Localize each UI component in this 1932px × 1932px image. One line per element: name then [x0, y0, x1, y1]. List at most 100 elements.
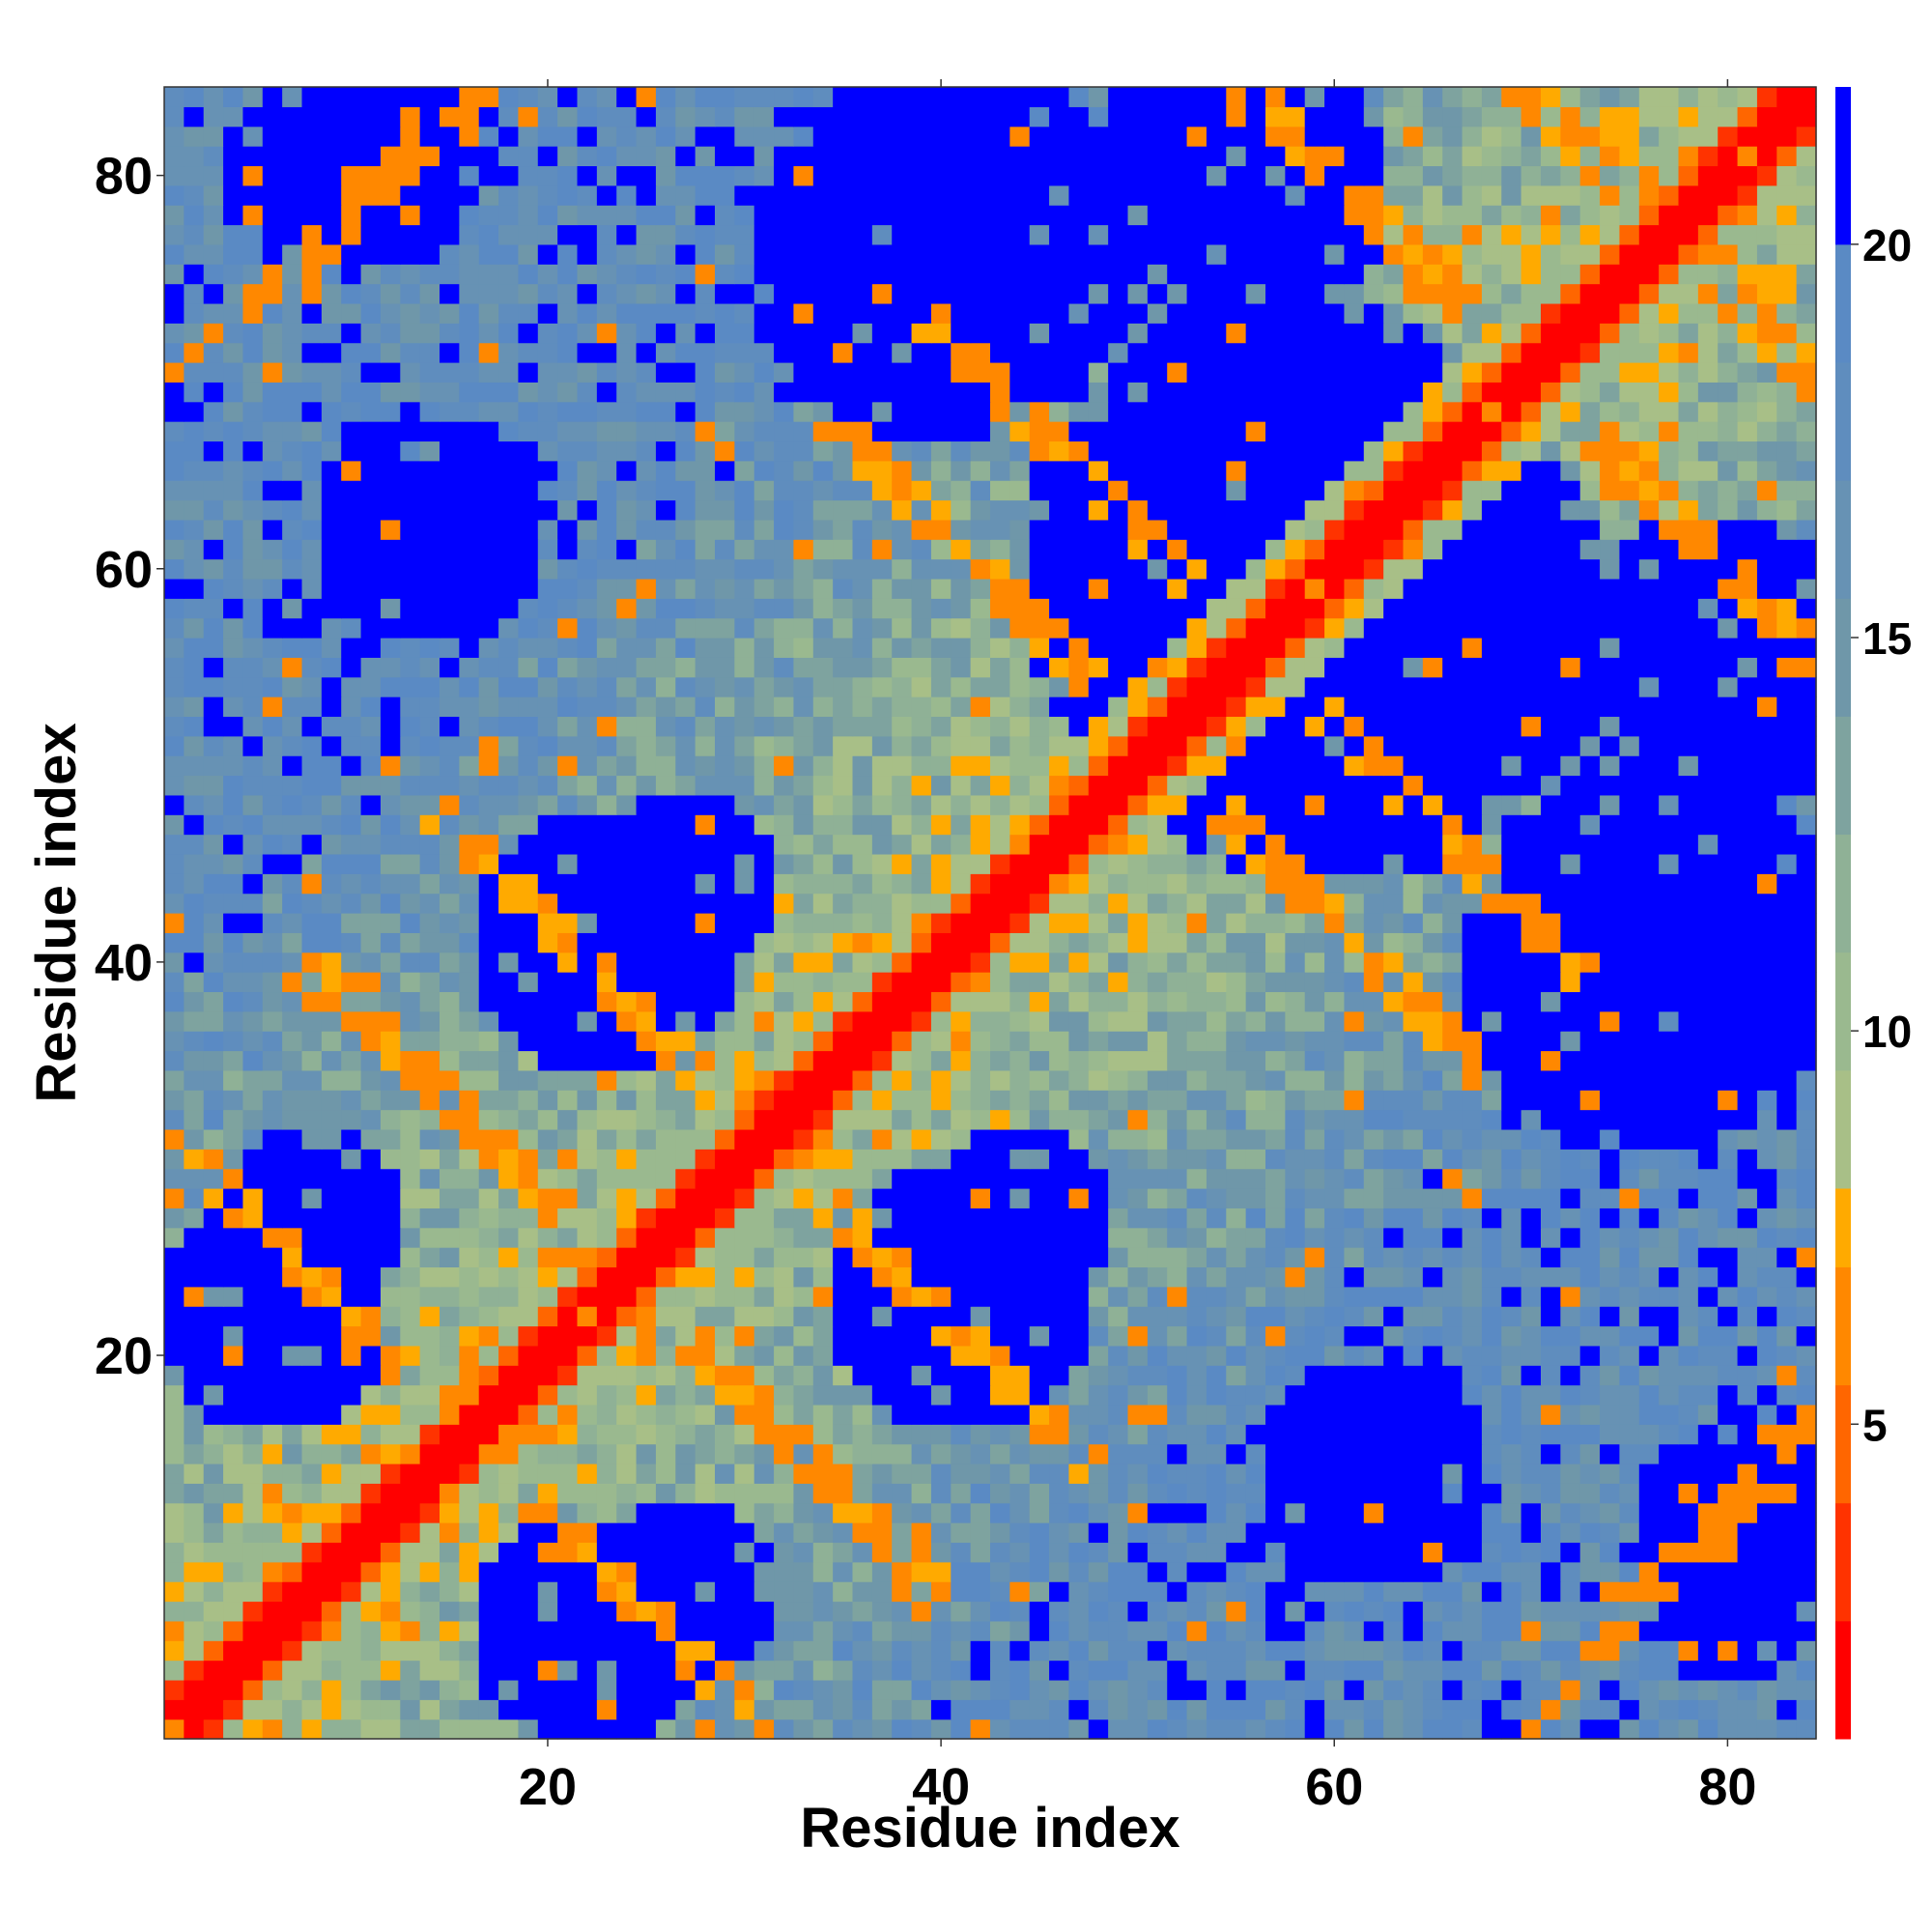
heatmap-cell [301, 1483, 323, 1504]
heatmap-cell [1009, 1502, 1031, 1523]
heatmap-cell [990, 1247, 1010, 1268]
heatmap-cell [1697, 638, 1719, 658]
heatmap-cell [419, 1010, 440, 1032]
heatmap-cell [1009, 1188, 1031, 1208]
heatmap-cell [655, 676, 676, 697]
heatmap-cell [518, 1325, 539, 1347]
heatmap-cell [360, 1090, 382, 1111]
heatmap-cell [262, 755, 283, 777]
heatmap-cell [223, 1699, 244, 1720]
heatmap-cell [1265, 1463, 1286, 1484]
heatmap-cell [1009, 913, 1031, 933]
heatmap-cell [1541, 1090, 1561, 1111]
heatmap-cell [1756, 814, 1777, 836]
heatmap-cell [911, 1699, 932, 1720]
heatmap-cell [1422, 1149, 1443, 1170]
heatmap-cell [1226, 716, 1247, 737]
heatmap-cell [970, 1424, 991, 1445]
heatmap-cell [970, 893, 991, 914]
heatmap-cell [1462, 1719, 1483, 1740]
heatmap-cell [675, 1325, 696, 1347]
heatmap-cell [833, 1483, 854, 1504]
heatmap-cell [1541, 1424, 1561, 1445]
heatmap-cell [341, 1247, 362, 1268]
heatmap-cell [1108, 1109, 1129, 1130]
heatmap-cell [223, 1090, 244, 1111]
heatmap-cell [321, 1365, 342, 1386]
heatmap-cell [951, 1542, 972, 1563]
heatmap-cell [715, 1522, 735, 1544]
heatmap-cell [1756, 794, 1777, 815]
heatmap-cell [1265, 1149, 1286, 1170]
heatmap-cell [616, 1483, 638, 1504]
heatmap-cell [1422, 991, 1443, 1012]
heatmap-cell [1344, 775, 1365, 796]
heatmap-cell [793, 1601, 814, 1622]
heatmap-cell [1049, 1208, 1070, 1229]
heatmap-cell [242, 598, 264, 619]
heatmap-cell [1776, 1010, 1798, 1032]
heatmap-cell [1068, 1050, 1090, 1071]
heatmap-cell [1560, 853, 1581, 874]
heatmap-cell [1147, 1128, 1168, 1150]
heatmap-cell [1245, 1620, 1266, 1641]
heatmap-cell [1167, 873, 1188, 895]
heatmap-cell [793, 1109, 814, 1130]
heatmap-cell [1363, 676, 1384, 697]
heatmap-cell [321, 1227, 342, 1248]
heatmap-cell [577, 1502, 598, 1523]
heatmap-cell [990, 1404, 1010, 1425]
heatmap-cell [1127, 1404, 1149, 1425]
heatmap-cell [242, 853, 264, 874]
heatmap-cell [1541, 1502, 1561, 1523]
heatmap-cell [478, 1050, 499, 1071]
heatmap-cell [892, 1463, 913, 1484]
heatmap-cell [518, 1188, 539, 1208]
heatmap-cell [223, 1031, 244, 1052]
heatmap-cell [1442, 1010, 1463, 1032]
heatmap-cell [1776, 598, 1798, 619]
heatmap-cell [812, 1424, 834, 1445]
heatmap-cell [1088, 638, 1109, 658]
heatmap-cell [655, 1522, 676, 1544]
heatmap-cell [459, 1601, 480, 1622]
heatmap-cell [1324, 1031, 1346, 1052]
heatmap-cell [1697, 1601, 1719, 1622]
heatmap-cell [1245, 617, 1266, 639]
heatmap-cell [930, 1660, 952, 1681]
heatmap-cell [1718, 1581, 1739, 1603]
heatmap-cell [380, 1601, 401, 1622]
heatmap-cell [871, 638, 893, 658]
heatmap-cell [1560, 794, 1581, 815]
heatmap-cell [951, 1247, 972, 1268]
heatmap-cell [1147, 676, 1168, 697]
heatmap-cell [400, 1325, 421, 1347]
heatmap-cell [1718, 1306, 1739, 1327]
heatmap-cell [1796, 598, 1817, 619]
heatmap-cell [1718, 676, 1739, 697]
heatmap-cell [1638, 1719, 1660, 1740]
heatmap-cell [1659, 853, 1680, 874]
heatmap-cell [1068, 676, 1090, 697]
heatmap-cell [1600, 1247, 1621, 1268]
heatmap-cell [577, 1188, 598, 1208]
heatmap-cell [951, 1188, 972, 1208]
heatmap-cell [793, 1031, 814, 1052]
heatmap-cell [636, 1128, 657, 1150]
heatmap-cell [1501, 814, 1522, 836]
heatmap-cell [734, 1266, 755, 1288]
heatmap-cell [282, 1404, 303, 1425]
heatmap-cell [1579, 1660, 1601, 1681]
heatmap-cell [1324, 1443, 1346, 1464]
heatmap-cell [911, 676, 932, 697]
heatmap-cell [596, 1247, 617, 1268]
heatmap-cell [1462, 1384, 1483, 1406]
heatmap-cell [1285, 1090, 1306, 1111]
heatmap-cell [1167, 952, 1188, 973]
heatmap-cell [1638, 696, 1660, 718]
heatmap-cell [1186, 578, 1208, 599]
heatmap-cell [419, 578, 440, 599]
heatmap-cell [1619, 794, 1640, 815]
heatmap-cell [459, 638, 480, 658]
heatmap-cell [930, 1581, 952, 1603]
